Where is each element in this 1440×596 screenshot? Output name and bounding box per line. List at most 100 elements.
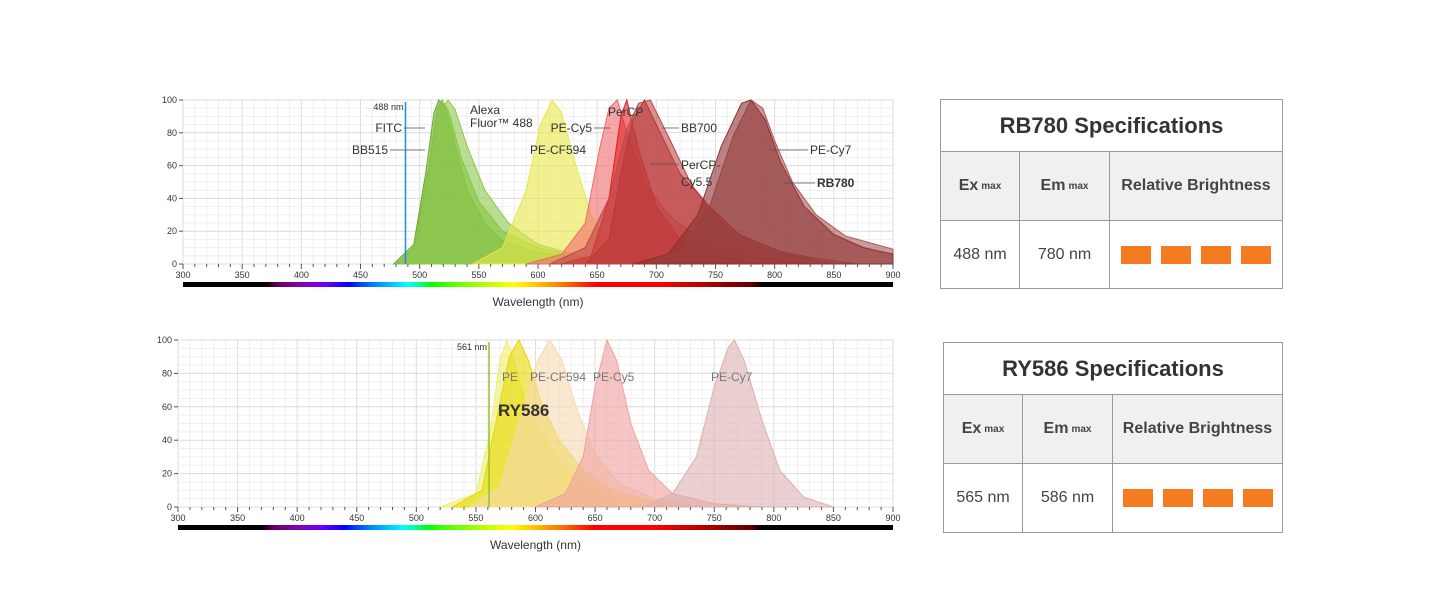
- label-alexa_line1: Alexa: [470, 103, 500, 117]
- label-pecy5: PE-Cy5: [551, 121, 593, 135]
- x-tick-label: 900: [885, 270, 900, 280]
- brightness-bar: [1122, 489, 1153, 507]
- em-max-header: Em max: [1020, 152, 1110, 220]
- em-max-value: 780 nm: [1020, 221, 1110, 289]
- y-tick-label: 0: [172, 259, 177, 269]
- y-tick-label: 40: [167, 193, 177, 203]
- em-sub: max: [1071, 423, 1092, 435]
- laser-label: 488 nm: [373, 102, 403, 112]
- label-rb780: RB780: [817, 176, 855, 190]
- label-pecf594: PE-CF594: [530, 143, 586, 157]
- spectrum-bar: [183, 282, 893, 287]
- x-tick-label: 400: [290, 513, 305, 523]
- x-tick-label: 300: [175, 270, 190, 280]
- x-tick-label: 450: [353, 270, 368, 280]
- x-tick-label: 500: [412, 270, 427, 280]
- label-percpcy55_line1: PerCP-: [681, 158, 720, 172]
- spec-header-row: Ex max Em max Relative Brightness: [941, 152, 1282, 221]
- ex-max-value: 488 nm: [941, 221, 1020, 289]
- x-tick-label: 650: [588, 513, 603, 523]
- y-tick-label: 0: [167, 502, 172, 512]
- laser-label: 561 nm: [457, 342, 487, 352]
- relative-brightness-value: [1113, 464, 1282, 532]
- series-group: [440, 338, 834, 508]
- x-tick-label: 600: [528, 513, 543, 523]
- ex-max-value: 565 nm: [944, 464, 1023, 532]
- label-ry586: RY586: [498, 401, 549, 420]
- y-tick-label: 80: [167, 128, 177, 138]
- y-tick-label: 20: [167, 226, 177, 236]
- ry586-specifications-table: RY586 Specifications Ex max Em max Relativ…: [943, 342, 1283, 533]
- x-tick-label: 350: [235, 270, 250, 280]
- y-tick-label: 100: [162, 95, 177, 105]
- x-tick-label: 900: [885, 513, 900, 523]
- ex-label: Ex: [958, 177, 979, 194]
- spec-value-row: 488 nm 780 nm: [941, 221, 1282, 289]
- label-bb515: BB515: [352, 143, 388, 157]
- x-tick-label: 550: [468, 513, 483, 523]
- x-tick-label: 500: [409, 513, 424, 523]
- brightness-bar: [1242, 489, 1273, 507]
- label-fitc: FITC: [375, 121, 402, 135]
- relative-brightness-header: Relative Brightness: [1121, 177, 1271, 194]
- brightness-bars: [1122, 489, 1273, 507]
- x-tick-label: 350: [230, 513, 245, 523]
- label-pecy7: PE-Cy7: [711, 370, 753, 384]
- em-label: Em: [1040, 177, 1066, 194]
- brightness-bar: [1121, 246, 1151, 264]
- brightness-bar: [1201, 246, 1231, 264]
- ex-sub: max: [984, 423, 1005, 435]
- x-tick-label: 800: [766, 513, 781, 523]
- brightness-bar: [1241, 246, 1271, 264]
- ex-max-header: Ex max: [941, 152, 1020, 220]
- x-tick-label: 600: [530, 270, 545, 280]
- ex-max-header: Ex max: [944, 395, 1023, 463]
- x-tick-label: 850: [826, 513, 841, 523]
- brightness-bar: [1202, 489, 1233, 507]
- relative-brightness-value: [1110, 221, 1282, 289]
- ex-sub: max: [981, 180, 1002, 192]
- em-max-header: Em max: [1023, 395, 1113, 463]
- y-axis: 0 20 40 60 80 100: [157, 335, 178, 512]
- x-axis-label: Wavelength (nm): [490, 538, 581, 552]
- y-tick-label: 80: [162, 368, 172, 378]
- series-rb780: [632, 99, 894, 265]
- x-tick-label: 700: [649, 270, 664, 280]
- em-max-value: 586 nm: [1023, 464, 1113, 532]
- spectrum-bar: [178, 525, 893, 530]
- label-pecf594: PE-CF594: [530, 370, 586, 384]
- x-tick-label: 850: [826, 270, 841, 280]
- x-tick-label: 300: [170, 513, 185, 523]
- label-bb700: BB700: [681, 121, 717, 135]
- label-percpcy55_line2: Cy5.5: [681, 175, 713, 189]
- x-axis: 300 350 400 450 500 550 600 650 700 750 800 850 900: [170, 507, 901, 523]
- series-pe-cy7: [642, 339, 834, 508]
- series-annotations: PE PE-CF594 PE-Cy5 PE-Cy7 RY586: [498, 370, 753, 420]
- em-sub: max: [1068, 180, 1089, 192]
- brightness-bars: [1121, 246, 1271, 264]
- spec-value-row: 565 nm 586 nm: [944, 464, 1282, 532]
- x-tick-label: 800: [767, 270, 782, 280]
- x-tick-label: 750: [707, 513, 722, 523]
- spec-header-row: Ex max Em max Relative Brightness: [944, 395, 1282, 464]
- y-axis: 0 20 40 60 80 100: [162, 95, 183, 269]
- relative-brightness-header: Relative Brightness: [1122, 420, 1273, 437]
- series-group: [392, 98, 894, 265]
- spec-title: RY586 Specifications: [944, 343, 1282, 395]
- x-tick-label: 700: [647, 513, 662, 523]
- ex-label: Ex: [961, 420, 982, 437]
- x-tick-label: 750: [708, 270, 723, 280]
- y-tick-label: 100: [157, 335, 172, 345]
- brightness-bar: [1161, 246, 1191, 264]
- label-pe: PE: [502, 370, 518, 384]
- x-axis: 300 350 400 450 500 550 600 650 700 750 800 850 900: [175, 264, 901, 280]
- y-tick-label: 60: [167, 161, 177, 171]
- x-tick-label: 400: [294, 270, 309, 280]
- label-percp: PerCP: [608, 105, 643, 119]
- brightness-bar: [1162, 489, 1193, 507]
- x-tick-label: 450: [349, 513, 364, 523]
- y-tick-label: 40: [162, 435, 172, 445]
